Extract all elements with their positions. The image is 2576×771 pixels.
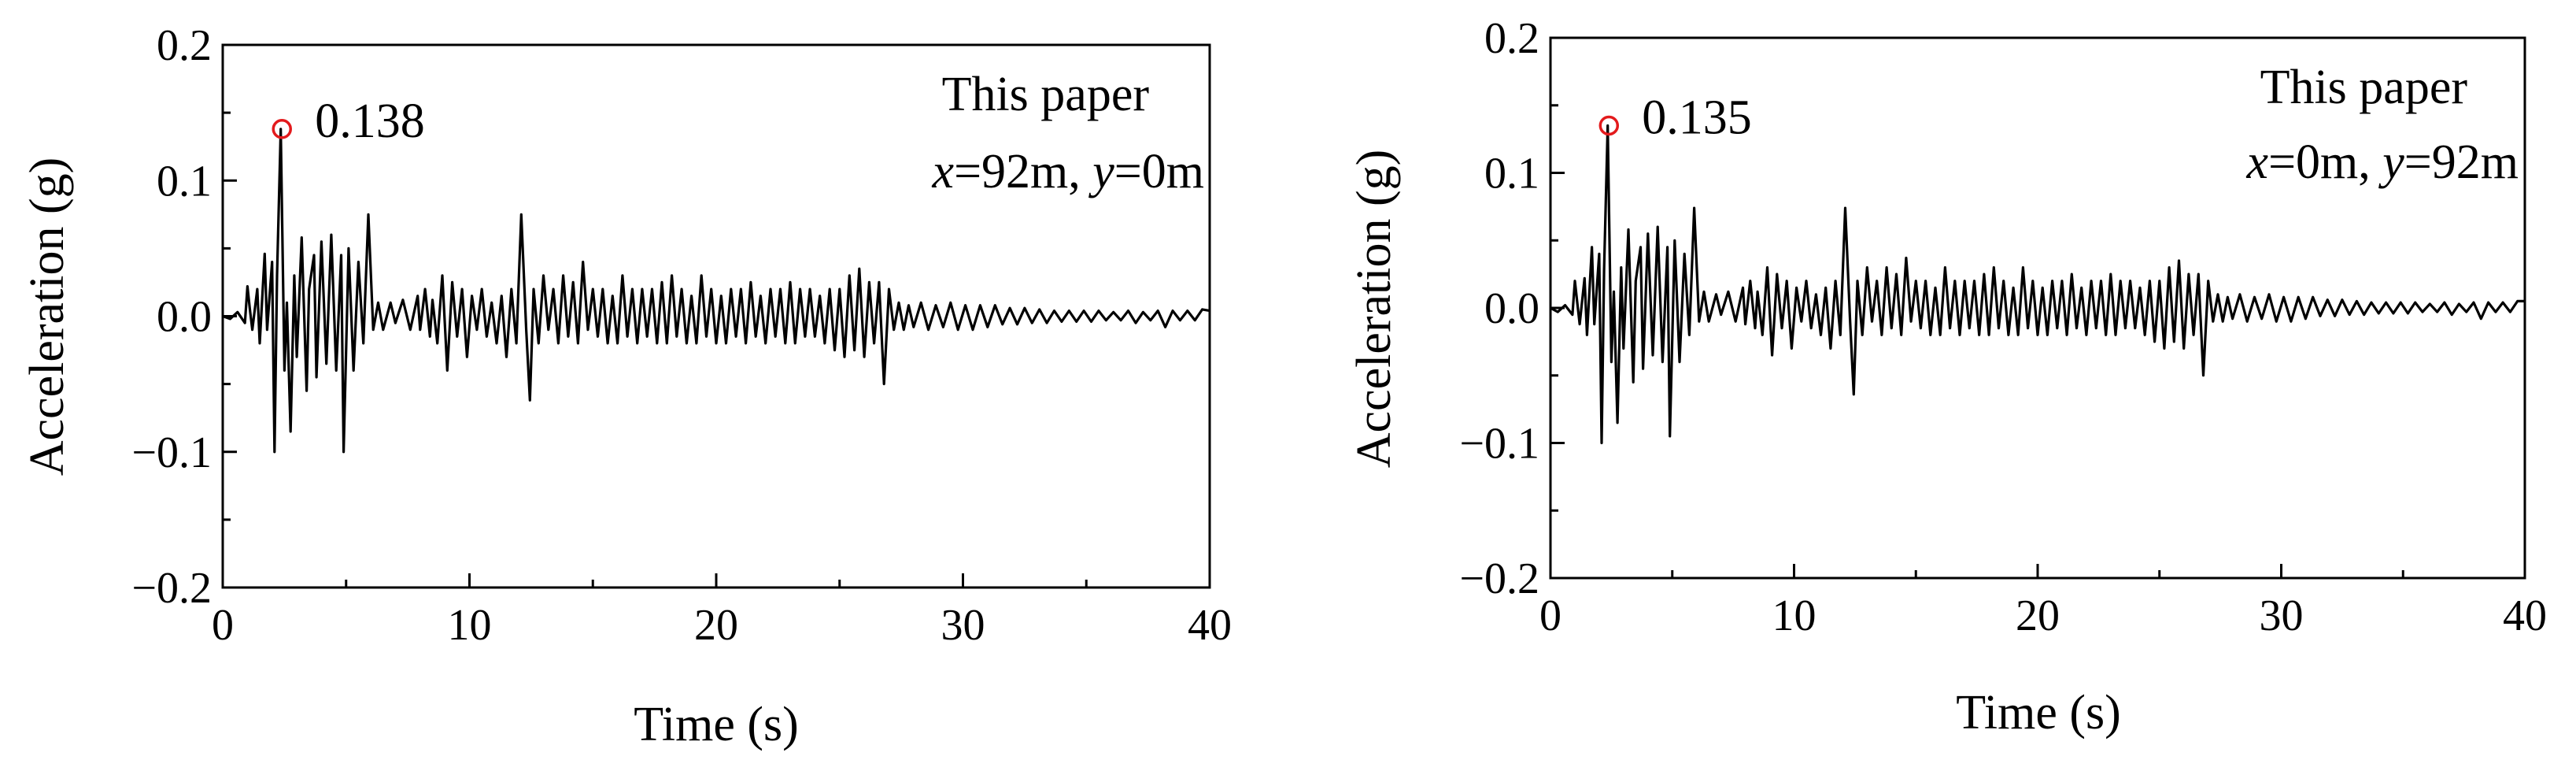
annotation-var-x: x bbox=[932, 145, 955, 198]
y-tick-label: −0.1 bbox=[1459, 420, 1539, 469]
y-ticks: −0.2 −0.1 0.0 0.1 0.2 bbox=[1459, 14, 1565, 603]
x-tick-label: 10 bbox=[1772, 591, 1817, 640]
y-tick-label: 0.2 bbox=[1484, 14, 1539, 63]
x-tick-label: 30 bbox=[941, 601, 985, 650]
x-tick-label: 20 bbox=[694, 601, 738, 650]
chart-panel-2: 0 10 20 30 40 −0.2 −0.1 0.0 0.1 0.2 0.135 This p… bbox=[1347, 14, 2547, 739]
x-tick-label: 0 bbox=[212, 601, 234, 650]
annotation-var-y: y bbox=[2378, 135, 2404, 189]
x-ticks: 0 10 20 30 40 bbox=[1539, 564, 2547, 640]
y-ticks: −0.2 −0.1 0.0 0.1 0.2 bbox=[131, 21, 237, 613]
peak-label: 0.138 bbox=[315, 95, 425, 148]
x-tick-label: 10 bbox=[448, 601, 492, 650]
x-tick-label: 40 bbox=[2503, 591, 2547, 640]
peak-label: 0.135 bbox=[1642, 91, 1752, 144]
annotation-title: This paper bbox=[942, 68, 1150, 121]
x-tick-label: 20 bbox=[2016, 591, 2060, 640]
x-tick-label: 40 bbox=[1188, 601, 1232, 650]
acceleration-series-line bbox=[222, 128, 1210, 454]
y-tick-label: 0.2 bbox=[157, 21, 212, 70]
y-axis-title: Acceleration (g) bbox=[1347, 150, 1401, 468]
annotation-val-x: =92m, bbox=[954, 145, 1092, 198]
x-axis-title: Time (s) bbox=[1956, 686, 2121, 739]
y-tick-label: 0.0 bbox=[157, 293, 212, 342]
x-axis-title: Time (s) bbox=[634, 698, 799, 751]
peak-marker bbox=[272, 119, 292, 139]
annotation-coordinates: x=92m, y=0m bbox=[932, 145, 1204, 198]
y-axis-title: Acceleration (g) bbox=[20, 158, 74, 476]
acceleration-series-line bbox=[1550, 124, 2525, 445]
annotation-title: This paper bbox=[2260, 61, 2468, 114]
annotation-val-y: =92m bbox=[2404, 135, 2519, 189]
y-tick-label: −0.1 bbox=[131, 428, 212, 477]
annotation-val-x: =0m, bbox=[2268, 135, 2382, 189]
y-tick-label: −0.2 bbox=[131, 564, 212, 613]
annotation-var-x: x bbox=[2246, 135, 2269, 189]
annotation-coordinates: x=0m, y=92m bbox=[2246, 135, 2519, 189]
y-tick-label: 0.1 bbox=[157, 157, 212, 206]
peak-marker bbox=[1598, 115, 1620, 136]
y-tick-label: −0.2 bbox=[1459, 554, 1539, 603]
y-tick-label: 0.0 bbox=[1484, 284, 1539, 333]
x-tick-label: 0 bbox=[1539, 591, 1561, 640]
chart-panel-1: 0 10 20 30 40 −0.2 −0.1 0.0 0.1 0.2 0.138 This p… bbox=[20, 21, 1232, 751]
x-ticks: 0 10 20 30 40 bbox=[212, 573, 1232, 650]
x-tick-label: 30 bbox=[2260, 591, 2304, 640]
y-tick-label: 0.1 bbox=[1484, 150, 1539, 198]
annotation-val-y: =0m bbox=[1114, 145, 1204, 198]
annotation-var-y: y bbox=[1088, 145, 1114, 198]
